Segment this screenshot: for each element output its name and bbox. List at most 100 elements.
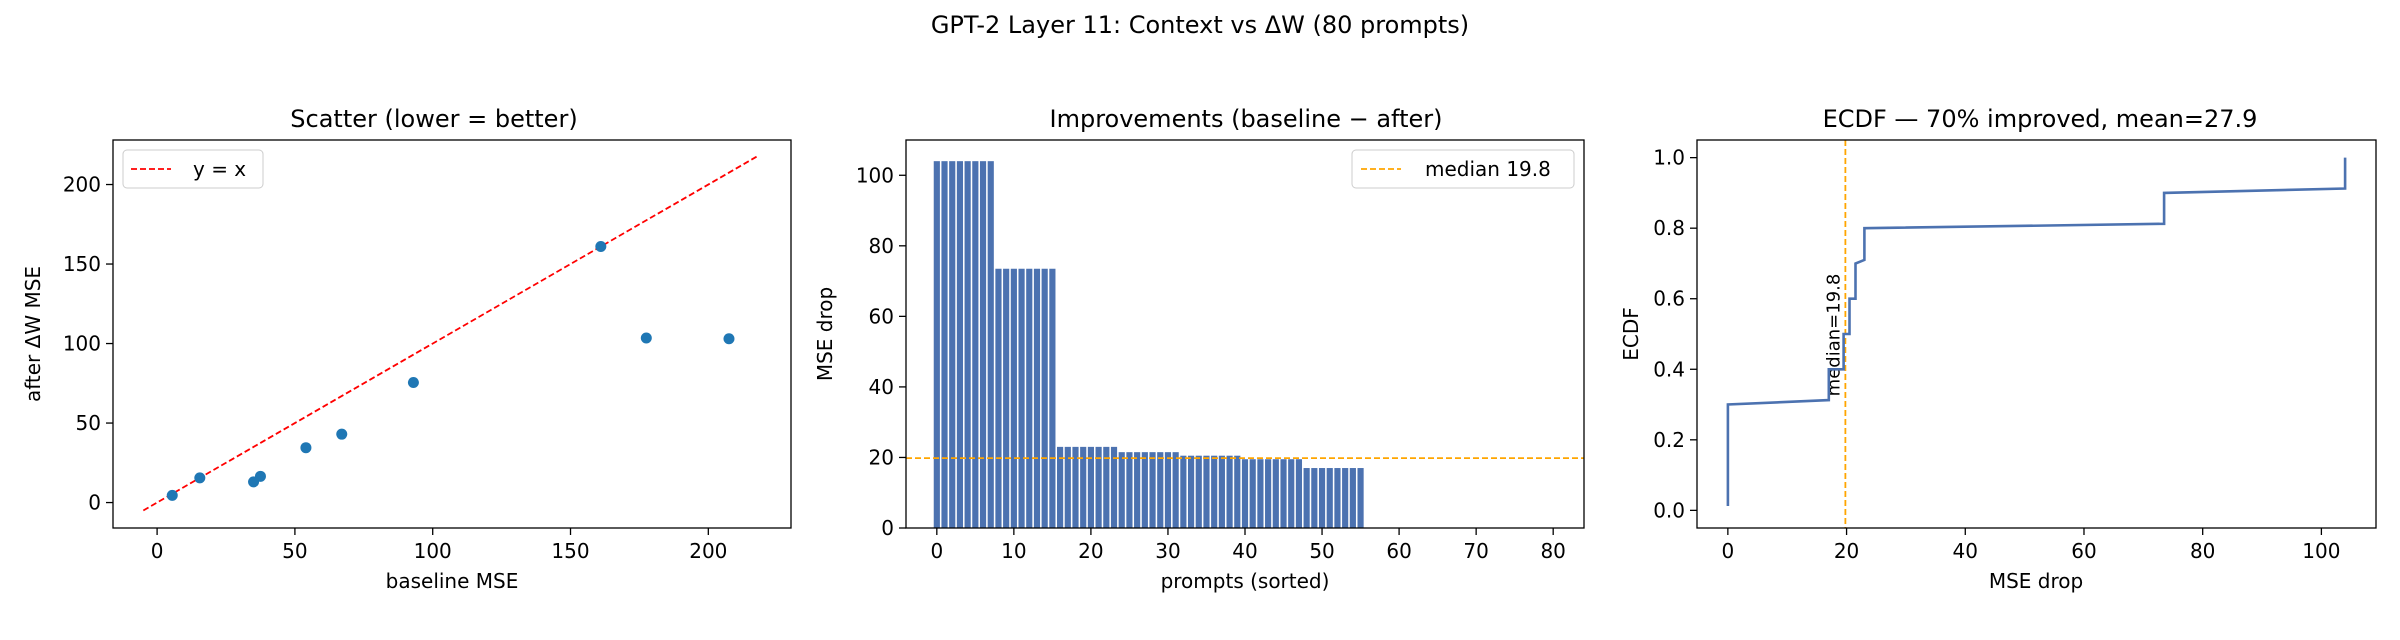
y-tick-label: 0.8 bbox=[1653, 216, 1685, 240]
scatter-point bbox=[407, 377, 419, 388]
x-tick-label: 30 bbox=[1155, 539, 1180, 563]
bar bbox=[1349, 468, 1356, 528]
y-tick-label: 50 bbox=[76, 411, 101, 435]
bar bbox=[1003, 268, 1010, 528]
bar bbox=[1134, 452, 1141, 528]
bar bbox=[972, 161, 979, 528]
scatter-x-ticks: 0 50 100 150 200 bbox=[151, 528, 727, 563]
x-tick-label: 20 bbox=[1078, 539, 1103, 563]
y-tick-label: 0.0 bbox=[1653, 498, 1685, 522]
bar bbox=[1241, 459, 1249, 528]
figure-suptitle: GPT-2 Layer 11: Context vs ΔW (80 prompt… bbox=[931, 11, 1469, 39]
x-tick-label: 10 bbox=[1001, 539, 1026, 563]
bar bbox=[1041, 268, 1048, 528]
scatter-xlabel: baseline MSE bbox=[386, 569, 519, 593]
bar bbox=[987, 161, 994, 528]
scatter-y-ticks: 0 50 100 150 200 bbox=[63, 173, 113, 515]
scatter-point bbox=[595, 241, 607, 253]
ecdf-y-ticks: 0.0 0.2 0.4 0.6 0.8 1.0 bbox=[1653, 146, 1697, 522]
bars-legend-label: median 19.8 bbox=[1425, 157, 1551, 181]
y-tick-label: 60 bbox=[869, 304, 894, 328]
x-tick-label: 100 bbox=[414, 539, 452, 563]
bar bbox=[1295, 459, 1303, 528]
bar bbox=[964, 161, 971, 528]
y-tick-label: 200 bbox=[63, 173, 101, 197]
ecdf-series bbox=[1726, 157, 2347, 506]
bar bbox=[1265, 459, 1272, 528]
x-tick-label: 60 bbox=[2071, 539, 2096, 563]
scatter-axes-frame bbox=[112, 139, 792, 529]
ecdf-title: ECDF — 70% improved, mean=27.9 bbox=[1823, 105, 2258, 133]
bar bbox=[941, 161, 948, 528]
bar bbox=[1072, 446, 1079, 528]
bar bbox=[1141, 452, 1148, 528]
bar bbox=[979, 161, 987, 528]
bars-series bbox=[933, 161, 1364, 528]
bar bbox=[1049, 268, 1056, 528]
bar bbox=[1064, 446, 1071, 528]
bar bbox=[1272, 459, 1279, 528]
bars-x-ticks: 0 10 20 30 40 50 60 70 80 bbox=[930, 528, 1566, 563]
scatter-legend-label: y = x bbox=[193, 157, 246, 181]
scatter-point bbox=[640, 332, 652, 344]
x-tick-label: 40 bbox=[1232, 539, 1257, 563]
scatter-point bbox=[194, 472, 206, 484]
scatter-point bbox=[166, 489, 178, 501]
bar bbox=[1311, 468, 1318, 528]
y-tick-label: 100 bbox=[63, 332, 101, 356]
bar bbox=[1026, 268, 1033, 528]
panel-ecdf: ECDF — 70% improved, mean=27.9 median=19… bbox=[1619, 105, 2377, 593]
x-tick-label: 60 bbox=[1386, 539, 1411, 563]
median-annotation: median=19.8 bbox=[1823, 274, 1844, 397]
y-tick-label: 40 bbox=[869, 375, 894, 399]
bar bbox=[1288, 459, 1295, 528]
scatter-title: Scatter (lower = better) bbox=[290, 105, 577, 133]
x-tick-label: 0 bbox=[151, 539, 164, 563]
y-tick-label: 0.6 bbox=[1653, 287, 1685, 311]
bar bbox=[995, 268, 1002, 528]
bar bbox=[1234, 455, 1241, 528]
bar bbox=[933, 161, 940, 528]
y-tick-label: 0.2 bbox=[1653, 428, 1685, 452]
bar bbox=[1033, 268, 1041, 528]
scatter-point bbox=[254, 470, 266, 482]
bar bbox=[1118, 452, 1125, 528]
bars-legend: median 19.8 bbox=[1351, 149, 1575, 189]
bar bbox=[1172, 452, 1179, 528]
identity-line bbox=[142, 155, 759, 512]
y-tick-label: 0 bbox=[88, 491, 101, 515]
bar bbox=[1126, 452, 1133, 528]
bar bbox=[1057, 446, 1064, 528]
x-tick-label: 200 bbox=[689, 539, 727, 563]
scatter-point bbox=[300, 442, 312, 454]
bar bbox=[1149, 452, 1156, 528]
bar bbox=[949, 161, 956, 528]
scatter-ylabel: after ΔW MSE bbox=[21, 266, 45, 402]
ecdf-x-ticks: 0 20 40 60 80 100 bbox=[1721, 528, 2340, 563]
bar bbox=[1195, 455, 1202, 528]
bars-ylabel: MSE drop bbox=[813, 287, 837, 381]
scatter-points bbox=[166, 241, 735, 501]
x-tick-label: 20 bbox=[1834, 539, 1859, 563]
y-tick-label: 0.4 bbox=[1653, 357, 1685, 381]
scatter-point bbox=[723, 333, 735, 345]
bar bbox=[1010, 268, 1017, 528]
x-tick-label: 50 bbox=[1309, 539, 1334, 563]
bar bbox=[1226, 455, 1233, 528]
bar bbox=[1187, 455, 1195, 528]
x-tick-label: 40 bbox=[1953, 539, 1978, 563]
x-tick-label: 0 bbox=[930, 539, 943, 563]
bar bbox=[1157, 452, 1164, 528]
bar bbox=[1095, 446, 1102, 528]
x-tick-label: 0 bbox=[1721, 539, 1734, 563]
scatter-reference-line-group bbox=[142, 155, 759, 512]
y-tick-label: 0 bbox=[881, 516, 894, 540]
bar bbox=[1326, 468, 1333, 528]
y-tick-label: 20 bbox=[869, 445, 894, 469]
bars-xlabel: prompts (sorted) bbox=[1161, 569, 1330, 593]
bar bbox=[1342, 468, 1349, 528]
ecdf-axes-frame bbox=[1696, 139, 2377, 529]
bar bbox=[1080, 446, 1087, 528]
y-tick-label: 80 bbox=[869, 234, 894, 258]
